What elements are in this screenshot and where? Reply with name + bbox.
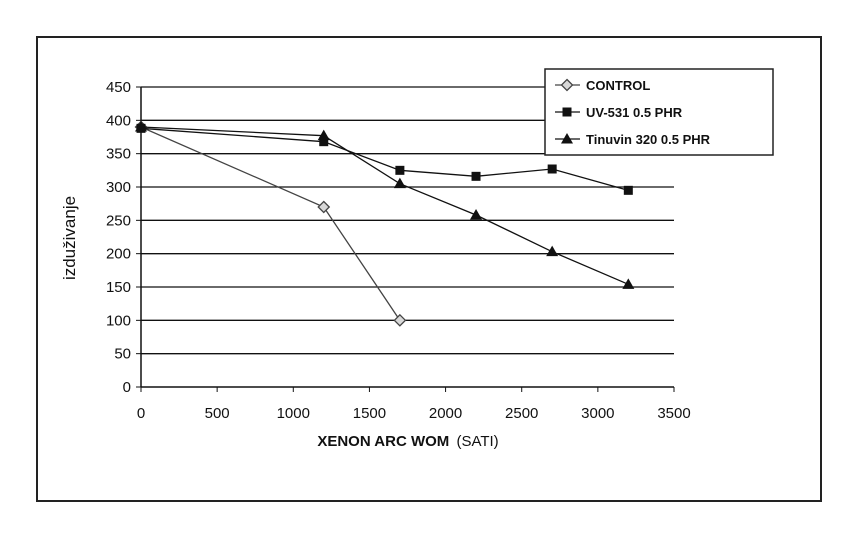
legend-label: CONTROL (586, 78, 650, 93)
data-point-tinuvin-320-0-5-phr (470, 209, 483, 220)
data-point-tinuvin-320-0-5-phr (317, 129, 330, 141)
y-tick-label: 250 (106, 212, 131, 229)
y-tick-labels: 0 50 100 150 200 250 300 350 400 450 (106, 79, 131, 396)
series-line-uv-531-0-5-phr (140, 127, 629, 191)
legend-item-tinuvin-320-0-5-phr: Tinuvin 320 0.5 PHR (555, 132, 711, 147)
y-axis-label: izduživanje (60, 196, 79, 280)
x-axis-label-unit: (SATI) (456, 433, 498, 450)
legend-marker (561, 133, 573, 144)
x-tick-label: 2500 (505, 405, 538, 422)
data-point-uv-531-0-5-phr (547, 164, 557, 174)
data-point-uv-531-0-5-phr (395, 165, 405, 175)
data-point-tinuvin-320-0-5-phr (135, 121, 147, 132)
x-tick-label: 1000 (277, 405, 310, 422)
data-point-tinuvin-320-0-5-phr (622, 278, 635, 289)
data-point-uv-531-0-5-phr (471, 171, 481, 181)
data-point-uv-531-0-5-phr (623, 185, 633, 195)
y-tick-label: 400 (106, 112, 131, 129)
y-tick-label: 100 (106, 312, 131, 329)
y-tick-label: 200 (106, 246, 131, 263)
axes (136, 86, 675, 392)
series-line-tinuvin-320-0-5-phr (140, 126, 629, 285)
series-control (134, 120, 407, 327)
data-point-uv-531-0-5-phr (319, 137, 329, 147)
y-tick-label: 350 (106, 146, 131, 163)
series-tinuvin-320-0-5-phr (135, 121, 635, 289)
data-point-tinuvin-320-0-5-phr (546, 245, 559, 257)
legend-label: UV-531 0.5 PHR (586, 105, 683, 120)
y-tick-label: 50 (114, 346, 131, 363)
legend-label: Tinuvin 320 0.5 PHR (586, 132, 711, 147)
y-tick-label: 150 (106, 279, 131, 296)
y-tick-label: 450 (106, 79, 131, 96)
legend-box (544, 68, 774, 156)
x-tick-label: 3500 (657, 405, 690, 422)
x-tick-label: 3000 (581, 405, 614, 422)
legend: CONTROL UV-531 0.5 PHR Tinuvin 320 0.5 PHR (544, 68, 774, 156)
legend-marker (560, 78, 574, 92)
data-point-control (317, 200, 331, 214)
legend-item-control: CONTROL (555, 78, 650, 93)
legend-marker (562, 107, 572, 117)
x-tick-label: 2000 (429, 405, 462, 422)
x-axis-label-main: XENON ARC WOM (317, 433, 449, 450)
x-tick-label: 0 (137, 405, 145, 422)
data-point-control (393, 313, 407, 327)
data-point-tinuvin-320-0-5-phr (393, 177, 406, 189)
x-axis-label: XENON ARC WOM (SATI) (317, 433, 498, 450)
y-tick-label: 0 (123, 379, 131, 396)
x-tick-labels: 0 500 1000 1500 2000 2500 3000 3500 (137, 405, 691, 422)
series-group (134, 120, 635, 327)
legend-item-uv-531-0-5-phr: UV-531 0.5 PHR (555, 105, 683, 120)
x-tick-label: 1500 (353, 405, 386, 422)
y-tick-label: 300 (106, 179, 131, 196)
x-tick-label: 500 (205, 405, 230, 422)
